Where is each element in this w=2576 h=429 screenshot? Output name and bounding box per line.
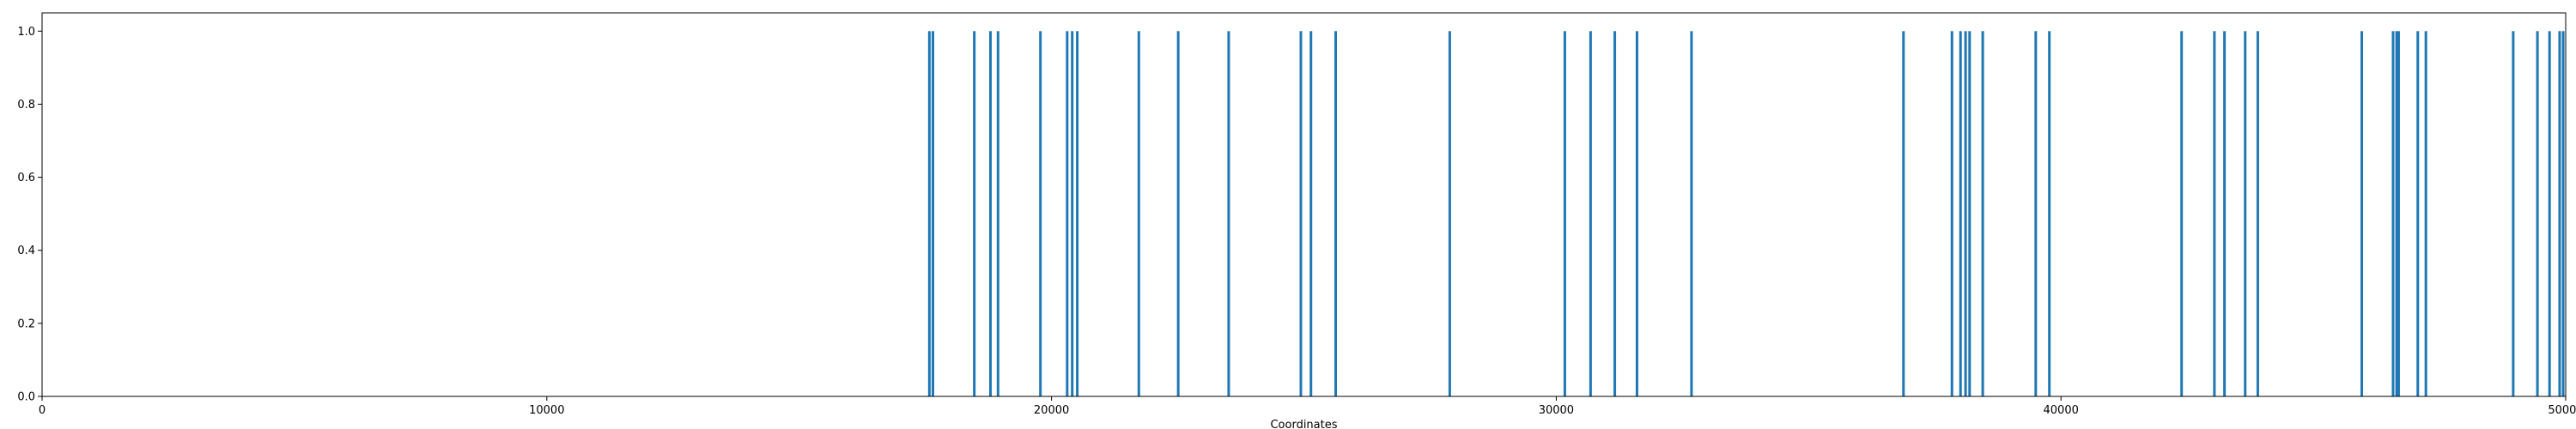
bar <box>1076 31 1079 397</box>
bar <box>2360 31 2364 397</box>
bar <box>1137 31 1140 397</box>
bar <box>2034 31 2038 397</box>
bar <box>1334 31 1338 397</box>
bar <box>927 31 931 397</box>
bar <box>1227 31 1230 397</box>
bar <box>1071 31 1074 397</box>
bar <box>1039 31 1042 397</box>
bar <box>1959 31 1962 397</box>
y-tick-label: 0.4 <box>17 245 35 257</box>
bar <box>1176 31 1180 397</box>
x-tick-label: 0 <box>39 404 46 417</box>
x-tick-label: 30000 <box>1539 404 1574 417</box>
bar <box>988 31 992 397</box>
y-tick-label: 0.0 <box>17 391 35 404</box>
bar <box>1950 31 1953 397</box>
bar <box>1589 31 1592 397</box>
bar <box>2397 31 2400 397</box>
bar <box>2548 31 2551 397</box>
bar <box>2558 31 2561 397</box>
bar <box>2512 31 2515 397</box>
bar <box>1981 31 1984 397</box>
bar <box>2416 31 2420 397</box>
bar <box>2223 31 2227 397</box>
bar <box>2536 31 2539 397</box>
bar <box>2561 31 2565 397</box>
bar <box>2395 31 2398 397</box>
y-axis: 0.0 0.2 0.4 0.6 0.8 1.0 <box>17 26 42 404</box>
bar <box>1968 31 1971 397</box>
bar <box>931 31 934 397</box>
x-tick-label: 40000 <box>2044 404 2079 417</box>
x-tick-label: 20000 <box>1034 404 1069 417</box>
bar <box>973 31 976 397</box>
y-tick-label: 1.0 <box>17 26 35 39</box>
bar <box>2256 31 2259 397</box>
bar <box>1299 31 1303 397</box>
bar <box>1563 31 1566 397</box>
y-tick-label: 0.6 <box>17 172 35 184</box>
bar <box>1066 31 1069 397</box>
bar <box>2213 31 2216 397</box>
bar <box>1635 31 1638 397</box>
bar-group <box>927 31 2565 397</box>
bar <box>2048 31 2051 397</box>
bar <box>2244 31 2247 397</box>
bar <box>2424 31 2427 397</box>
bar <box>1902 31 1905 397</box>
bar <box>1309 31 1313 397</box>
y-tick-label: 0.8 <box>17 99 35 112</box>
x-tick-label: 10000 <box>529 404 564 417</box>
x-axis-label: Coordinates <box>1270 419 1337 429</box>
bar <box>1690 31 1693 397</box>
bar <box>1613 31 1617 397</box>
bar <box>2391 31 2395 397</box>
bar <box>1964 31 1967 397</box>
bar <box>996 31 999 397</box>
bar <box>1448 31 1451 397</box>
y-tick-label: 0.2 <box>17 317 35 330</box>
bar <box>2180 31 2184 397</box>
plot-frame <box>41 12 2567 397</box>
